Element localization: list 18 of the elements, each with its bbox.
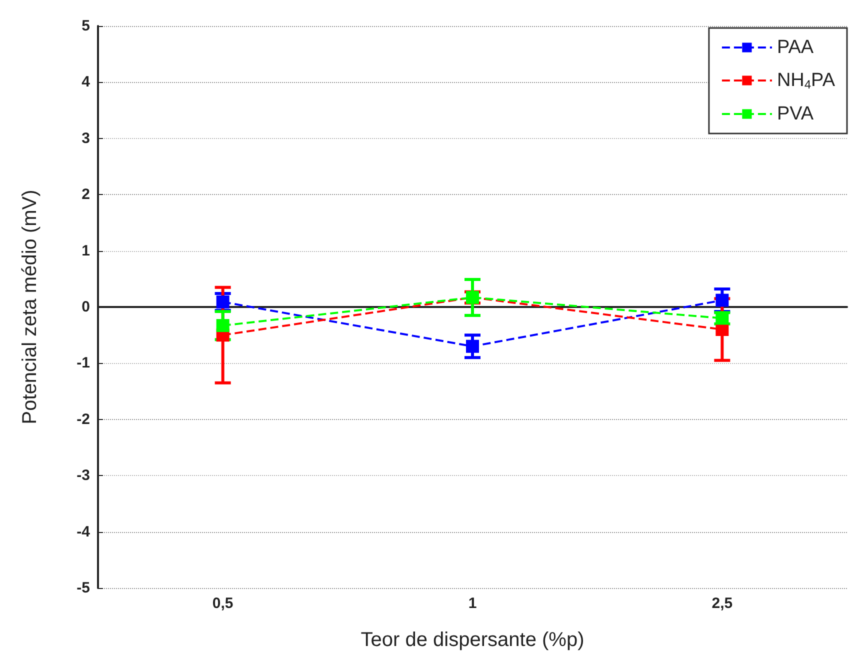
- y-tick-label: -4: [76, 523, 91, 540]
- x-tick-label: 0,5: [212, 595, 234, 612]
- y-axis-title: Potencial zeta médio (mV): [19, 190, 41, 424]
- y-tick-label: -5: [76, 580, 90, 596]
- legend-label: PAA: [776, 37, 814, 58]
- y-tick-label: -3: [76, 467, 90, 484]
- y-tick-label: 0: [82, 298, 90, 316]
- y-tick-label: 1: [82, 242, 90, 260]
- x-tick-label: 2,5: [712, 595, 733, 612]
- y-tick-label: 3: [82, 130, 90, 147]
- y-tick-label: -2: [76, 410, 90, 428]
- x-axis-title: Teor de dispersante (%p): [360, 629, 584, 651]
- y-tick-label: 5: [82, 18, 90, 34]
- x-tick-label: 1: [468, 595, 477, 612]
- y-tick-label: 2: [82, 186, 90, 204]
- legend-label: PVA: [776, 104, 814, 124]
- y-tick-label: -1: [76, 354, 90, 372]
- y-tick-label: 4: [82, 74, 91, 91]
